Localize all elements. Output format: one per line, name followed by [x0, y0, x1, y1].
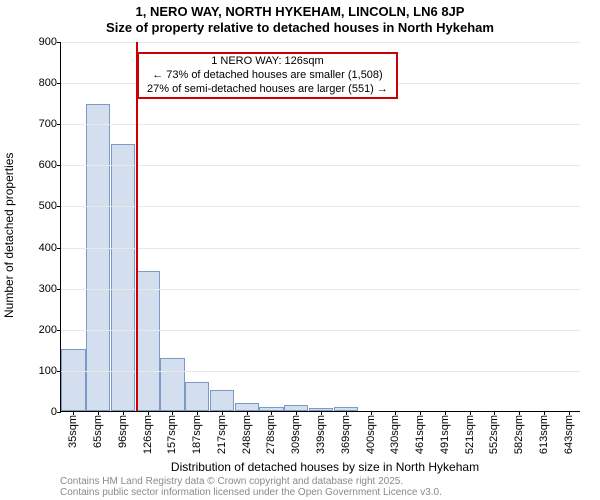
y-tick-label: 200 — [39, 324, 57, 336]
attribution: Contains HM Land Registry data © Crown c… — [60, 476, 590, 498]
y-tick-mark — [57, 371, 61, 372]
attribution-line1: Contains HM Land Registry data © Crown c… — [60, 476, 590, 487]
annotation-line3: 27% of semi-detached houses are larger (… — [147, 83, 388, 97]
histogram-bar — [185, 382, 209, 411]
y-tick-mark — [57, 206, 61, 207]
y-tick-mark — [57, 83, 61, 84]
chart-title-line1: 1, NERO WAY, NORTH HYKEHAM, LINCOLN, LN6… — [0, 4, 600, 19]
gridline — [61, 206, 580, 207]
x-tick-label: 400sqm — [365, 415, 377, 454]
y-axis-label: Number of detached properties — [2, 50, 18, 420]
x-tick-label: 96sqm — [117, 415, 129, 448]
y-tick-mark — [57, 165, 61, 166]
histogram-bar — [210, 390, 234, 411]
x-tick-label: 65sqm — [92, 415, 104, 448]
y-tick-label: 600 — [39, 159, 57, 171]
x-axis-label: Distribution of detached houses by size … — [60, 460, 590, 474]
gridline — [61, 289, 580, 290]
x-tick-label: 430sqm — [389, 415, 401, 454]
histogram-bar — [235, 403, 259, 411]
gridline — [61, 371, 580, 372]
x-tick-label: 309sqm — [290, 415, 302, 454]
y-tick-mark — [57, 42, 61, 43]
x-tick-label: 582sqm — [513, 415, 525, 454]
y-tick-label: 900 — [39, 36, 57, 48]
x-tick-label: 613sqm — [538, 415, 550, 454]
x-tick-label: 278sqm — [265, 415, 277, 454]
y-tick-mark — [57, 248, 61, 249]
y-tick-mark — [57, 124, 61, 125]
x-tick-label: 491sqm — [439, 415, 451, 454]
figure: 1, NERO WAY, NORTH HYKEHAM, LINCOLN, LN6… — [0, 0, 600, 500]
x-tick-label: 369sqm — [340, 415, 352, 454]
histogram-bar — [160, 358, 184, 411]
y-tick-mark — [57, 289, 61, 290]
histogram-bar — [86, 104, 110, 412]
y-tick-mark — [57, 412, 61, 413]
y-tick-label: 800 — [39, 77, 57, 89]
y-tick-mark — [57, 330, 61, 331]
histogram-bar — [61, 349, 85, 411]
y-tick-label: 0 — [51, 406, 57, 418]
plot-area: 010020030040050060070080090035sqm65sqm96… — [60, 42, 580, 412]
y-tick-label: 500 — [39, 200, 57, 212]
x-tick-label: 339sqm — [315, 415, 327, 454]
gridline — [61, 165, 580, 166]
y-tick-label: 300 — [39, 283, 57, 295]
x-tick-label: 126sqm — [142, 415, 154, 454]
x-tick-label: 643sqm — [563, 415, 575, 454]
x-tick-label: 187sqm — [191, 415, 203, 454]
gridline — [61, 42, 580, 43]
attribution-line2: Contains public sector information licen… — [60, 487, 590, 498]
annotation-box: 1 NERO WAY: 126sqm← 73% of detached hous… — [137, 52, 398, 99]
x-tick-label: 157sqm — [166, 415, 178, 454]
histogram-bar — [136, 271, 160, 411]
y-tick-label: 700 — [39, 118, 57, 130]
x-tick-label: 552sqm — [488, 415, 500, 454]
x-tick-label: 248sqm — [241, 415, 253, 454]
gridline — [61, 330, 580, 331]
x-tick-label: 35sqm — [67, 415, 79, 448]
annotation-line1: 1 NERO WAY: 126sqm — [147, 55, 388, 69]
y-tick-label: 100 — [39, 365, 57, 377]
x-tick-label: 521sqm — [464, 415, 476, 454]
gridline — [61, 248, 580, 249]
chart-title-line2: Size of property relative to detached ho… — [0, 20, 600, 35]
x-tick-label: 461sqm — [414, 415, 426, 454]
y-tick-label: 400 — [39, 242, 57, 254]
annotation-line2: ← 73% of detached houses are smaller (1,… — [147, 69, 388, 83]
gridline — [61, 124, 580, 125]
x-tick-label: 217sqm — [216, 415, 228, 454]
